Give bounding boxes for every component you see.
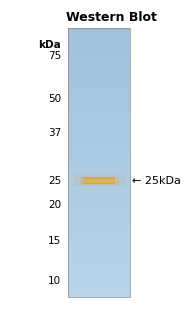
Bar [73,175,125,186]
Bar [68,28,130,32]
Bar [68,243,130,247]
Bar [68,270,130,274]
Bar [68,86,130,91]
Bar [68,180,130,185]
Bar [68,41,130,46]
Bar [68,64,130,68]
Bar [68,167,130,171]
Bar [68,185,130,189]
Bar [68,55,130,59]
Bar [68,225,130,229]
Bar [80,177,119,185]
Bar [83,177,115,179]
Text: 10: 10 [48,276,61,286]
Text: ← 25kDa: ← 25kDa [132,176,181,186]
Bar [68,265,130,270]
Bar [68,274,130,279]
Bar [68,140,130,144]
Bar [68,176,130,180]
Bar [83,177,115,184]
Text: 15: 15 [48,236,61,246]
Bar [68,153,130,158]
Text: 50: 50 [48,94,61,104]
Bar [68,46,130,50]
Bar [68,32,130,37]
Text: Western Blot: Western Blot [66,11,157,24]
Bar [68,239,130,243]
Text: kDa: kDa [39,40,61,50]
Bar [68,135,130,140]
Bar [68,144,130,149]
Bar [68,198,130,203]
Bar [68,68,130,73]
Bar [68,162,130,167]
Text: 20: 20 [48,201,61,210]
Bar [68,229,130,234]
Bar [68,28,130,297]
Bar [68,59,130,64]
Bar [68,117,130,122]
Bar [68,149,130,153]
Bar [83,178,115,180]
Text: 25: 25 [48,176,61,186]
Bar [68,122,130,126]
Bar [68,221,130,225]
Bar [68,171,130,176]
Bar [68,247,130,252]
Bar [68,131,130,135]
Bar [68,126,130,131]
Bar [68,252,130,256]
Bar [68,95,130,99]
Bar [68,99,130,104]
Bar [68,207,130,212]
Bar [83,182,115,184]
Bar [68,113,130,117]
Bar [68,189,130,193]
Bar [68,203,130,207]
Bar [68,283,130,288]
Bar [83,180,115,181]
Bar [68,279,130,283]
Bar [68,256,130,261]
Bar [68,37,130,41]
Bar [68,104,130,108]
Bar [68,73,130,77]
Bar [68,216,130,221]
Bar [68,261,130,265]
Text: 75: 75 [48,51,61,61]
Bar [68,212,130,216]
Bar [68,292,130,297]
Bar [68,91,130,95]
Bar [68,288,130,292]
Bar [68,234,130,239]
Bar [68,50,130,55]
Bar [68,108,130,113]
Text: 37: 37 [48,128,61,138]
Bar [68,82,130,86]
Bar [68,158,130,162]
Bar [68,193,130,198]
Bar [83,181,115,183]
Bar [68,77,130,82]
